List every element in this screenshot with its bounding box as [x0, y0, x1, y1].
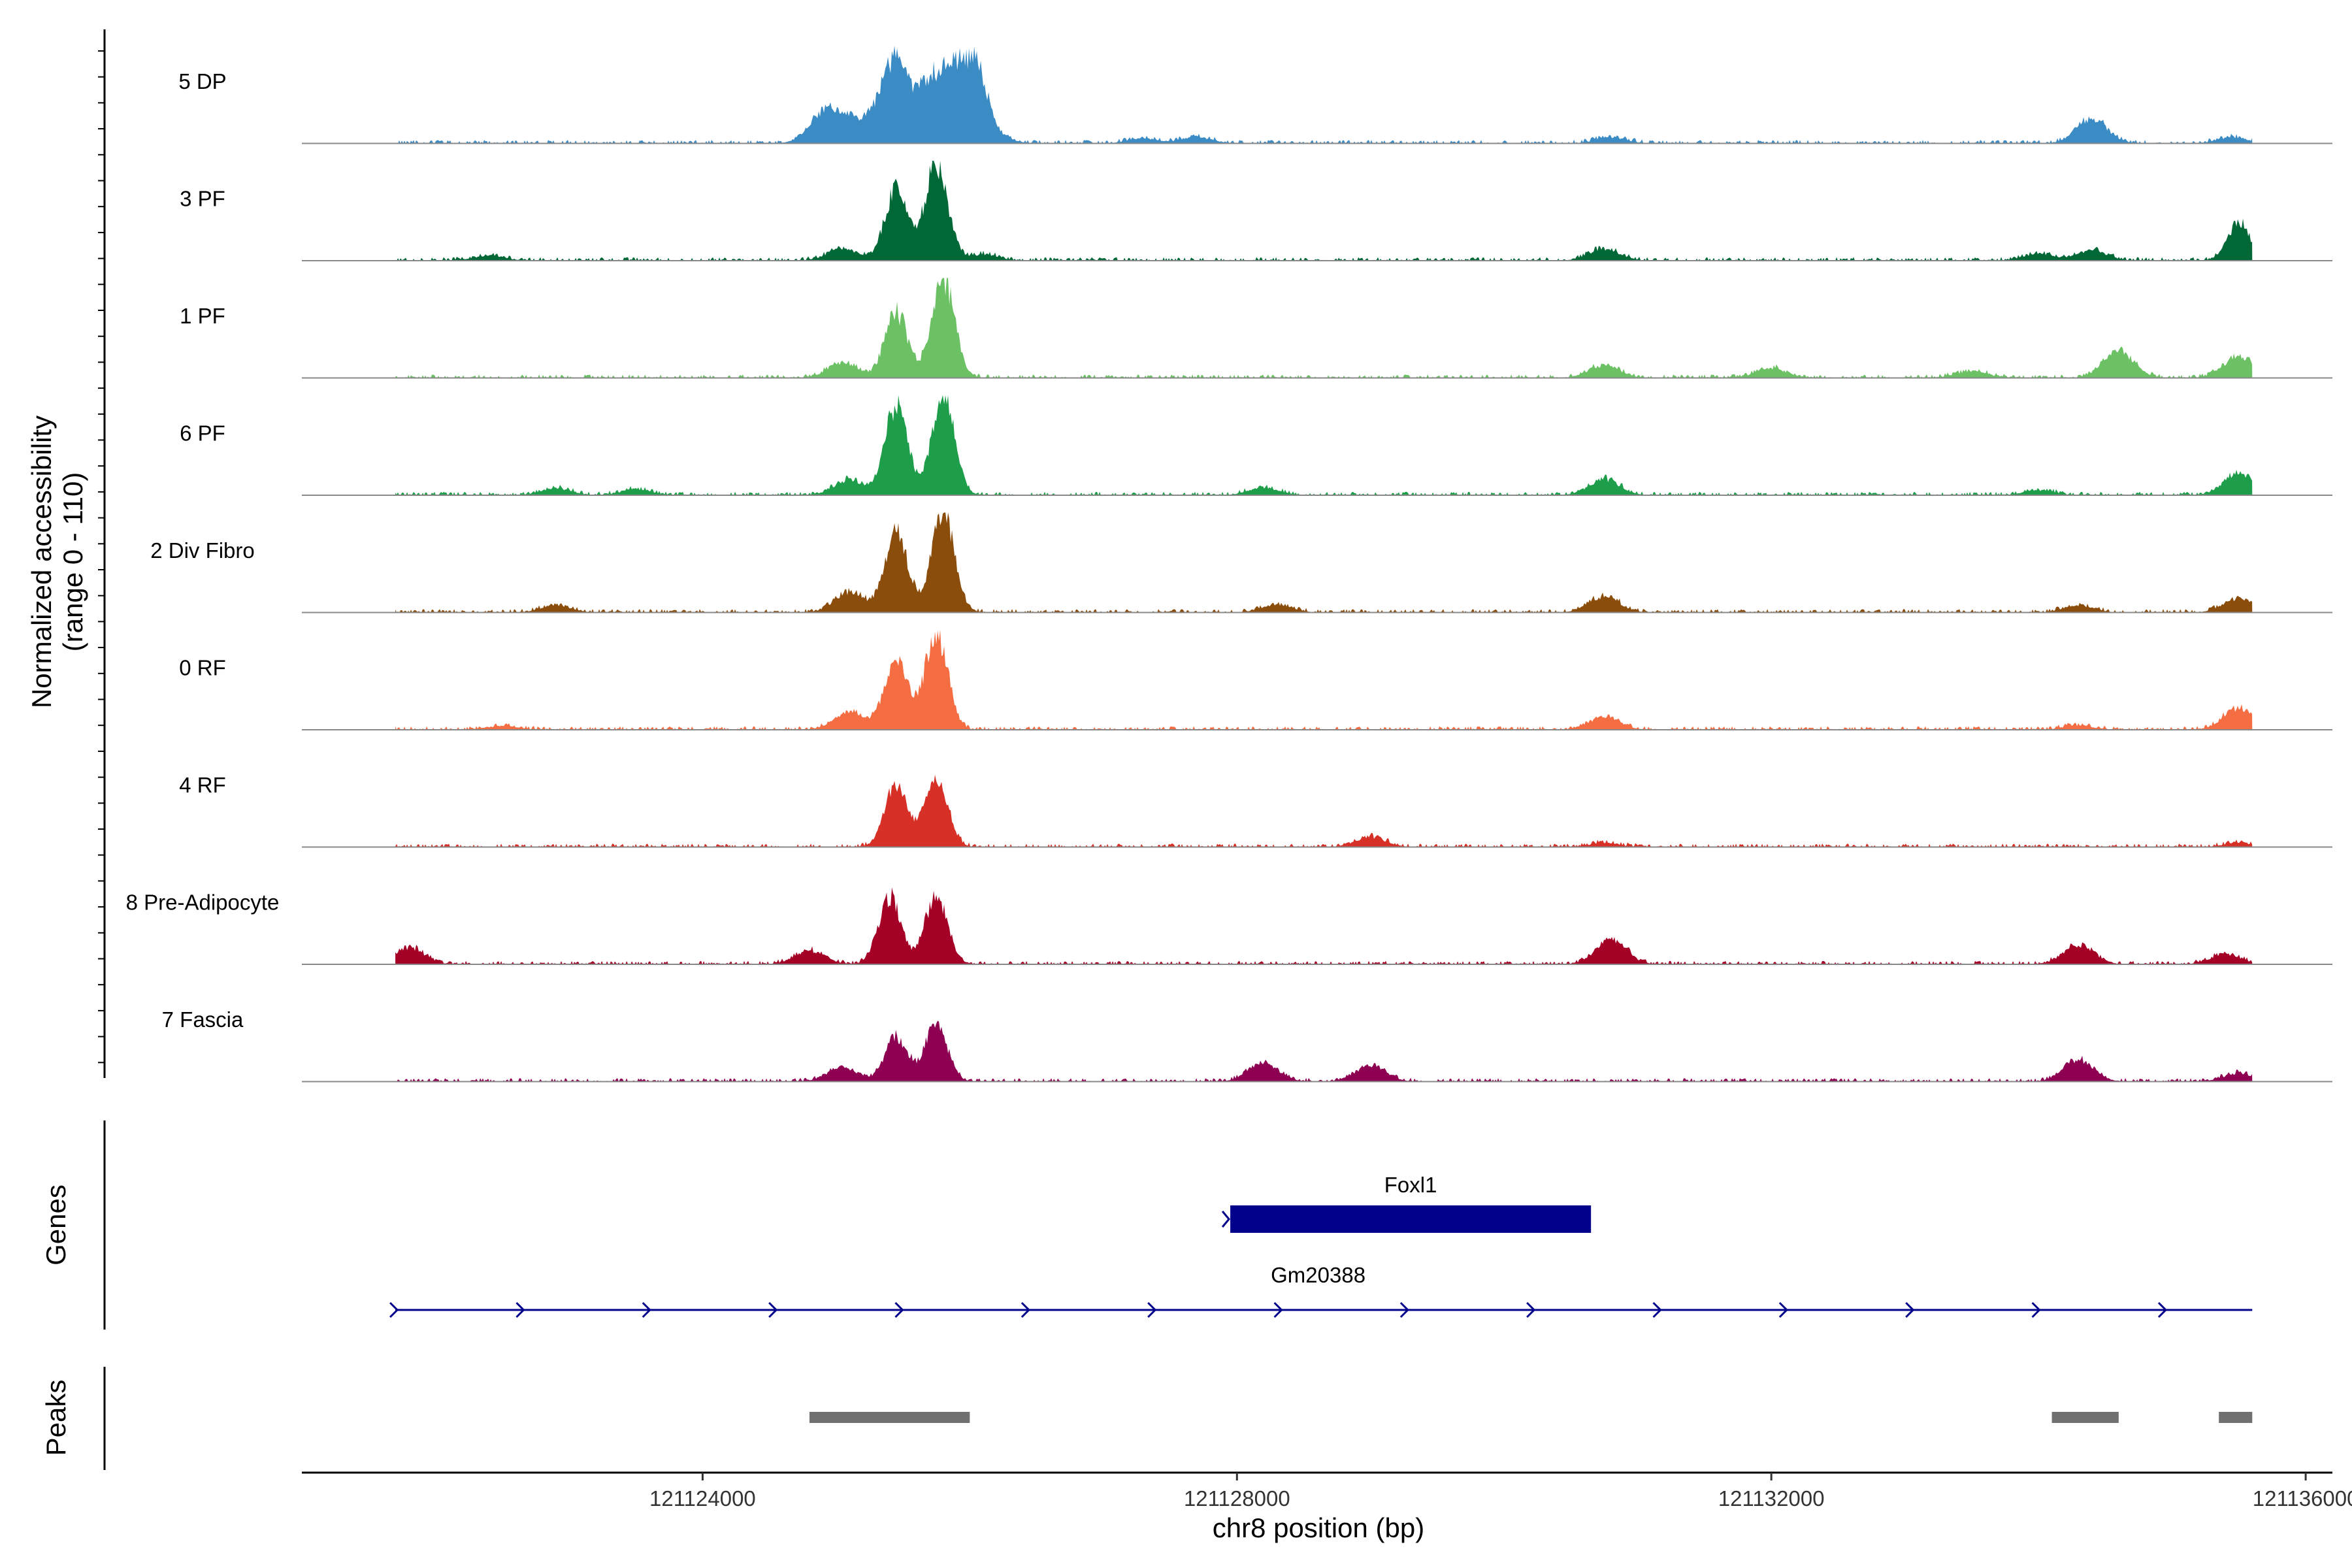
- track-8-pre-adipocyte: 8 Pre-Adipocyte: [126, 887, 2332, 965]
- x-axis-title: chr8 position (bp): [1213, 1512, 1425, 1543]
- peak-region: [2219, 1412, 2253, 1423]
- coverage-area: [395, 161, 2253, 261]
- peak-region: [809, 1412, 970, 1423]
- coverage-area: [395, 887, 2253, 964]
- y-axis-range: (range 0 - 110): [57, 472, 88, 652]
- y-axis: [98, 29, 106, 1078]
- coverage-tracks: 5 DP 3 PF 1 PF 6 PF 2 Div Fibro 0 RF 4 RF 8 Pre…: [126, 45, 2332, 1083]
- strand-arrow: [1905, 1301, 1915, 1318]
- coverage-area: [395, 774, 2253, 847]
- strand-arrow: [1526, 1301, 1536, 1318]
- peaks-panel: [103, 1367, 2253, 1470]
- coverage-area: [395, 278, 2253, 378]
- coverage-area: [395, 512, 2253, 613]
- track-label: 2 Div Fibro: [150, 538, 255, 563]
- strand-arrow: [1021, 1301, 1031, 1318]
- track-label: 5 DP: [178, 69, 226, 93]
- peak-region: [2051, 1412, 2119, 1423]
- coverage-area: [395, 1021, 2253, 1082]
- track-6-pf: 6 PF: [180, 395, 2332, 496]
- track-label: 8 Pre-Adipocyte: [126, 890, 280, 915]
- strand-arrow: [1273, 1301, 1283, 1318]
- track-label: 4 RF: [179, 773, 226, 797]
- gene-label: Foxl1: [1384, 1173, 1437, 1197]
- track-label: 0 RF: [179, 656, 226, 680]
- strand-arrow: [1147, 1301, 1157, 1318]
- x-tick-label: 121132000: [1718, 1486, 1825, 1511]
- strand-arrow: [1652, 1301, 1662, 1318]
- x-tick-label: 121128000: [1184, 1486, 1290, 1511]
- track-label: 3 PF: [180, 187, 225, 211]
- genes-panel-title: Genes: [41, 1184, 71, 1266]
- track-4-rf: 4 RF: [179, 773, 2332, 848]
- strand-arrow: [768, 1301, 778, 1318]
- strand-arrow: [2157, 1301, 2168, 1318]
- strand-arrow: [1778, 1301, 1789, 1318]
- y-axis-title: Normalized accessibility: [26, 416, 57, 708]
- genes-panel: Foxl1 Gm20388: [103, 1120, 2253, 1330]
- x-axis: 121124000 121128000 121132000 121136000: [302, 1471, 2352, 1511]
- strand-arrow: [2031, 1301, 2041, 1318]
- track-2-div-fibro: 2 Div Fibro: [150, 512, 2332, 613]
- strand-arrow: [389, 1301, 399, 1318]
- strand-arrow: [1221, 1211, 1231, 1228]
- coverage-area: [395, 395, 2253, 495]
- track-1-pf: 1 PF: [180, 278, 2332, 379]
- track-label: 7 Fascia: [162, 1007, 244, 1032]
- track-3-pf: 3 PF: [180, 161, 2332, 261]
- track-0-rf: 0 RF: [179, 630, 2332, 730]
- peaks-panel-title: Peaks: [41, 1380, 71, 1456]
- track-7-fascia: 7 Fascia: [162, 1007, 2332, 1083]
- track-label: 6 PF: [180, 421, 225, 446]
- strand-arrow: [642, 1301, 651, 1318]
- coverage-area: [395, 630, 2253, 730]
- track-label: 1 PF: [180, 304, 225, 328]
- gene-exon: [1230, 1205, 1592, 1233]
- x-tick-label: 121136000: [2253, 1486, 2352, 1511]
- strand-arrow: [894, 1301, 904, 1318]
- gene-label: Gm20388: [1271, 1263, 1365, 1287]
- gene-foxl1: Foxl1: [1221, 1173, 1592, 1233]
- strand-arrow: [1399, 1301, 1410, 1318]
- strand-arrow: [515, 1301, 525, 1318]
- coverage-area: [395, 45, 2253, 144]
- track-5-dp: 5 DP: [178, 45, 2332, 144]
- x-tick-label: 121124000: [649, 1486, 756, 1511]
- gene-gm20388: Gm20388: [389, 1263, 2253, 1318]
